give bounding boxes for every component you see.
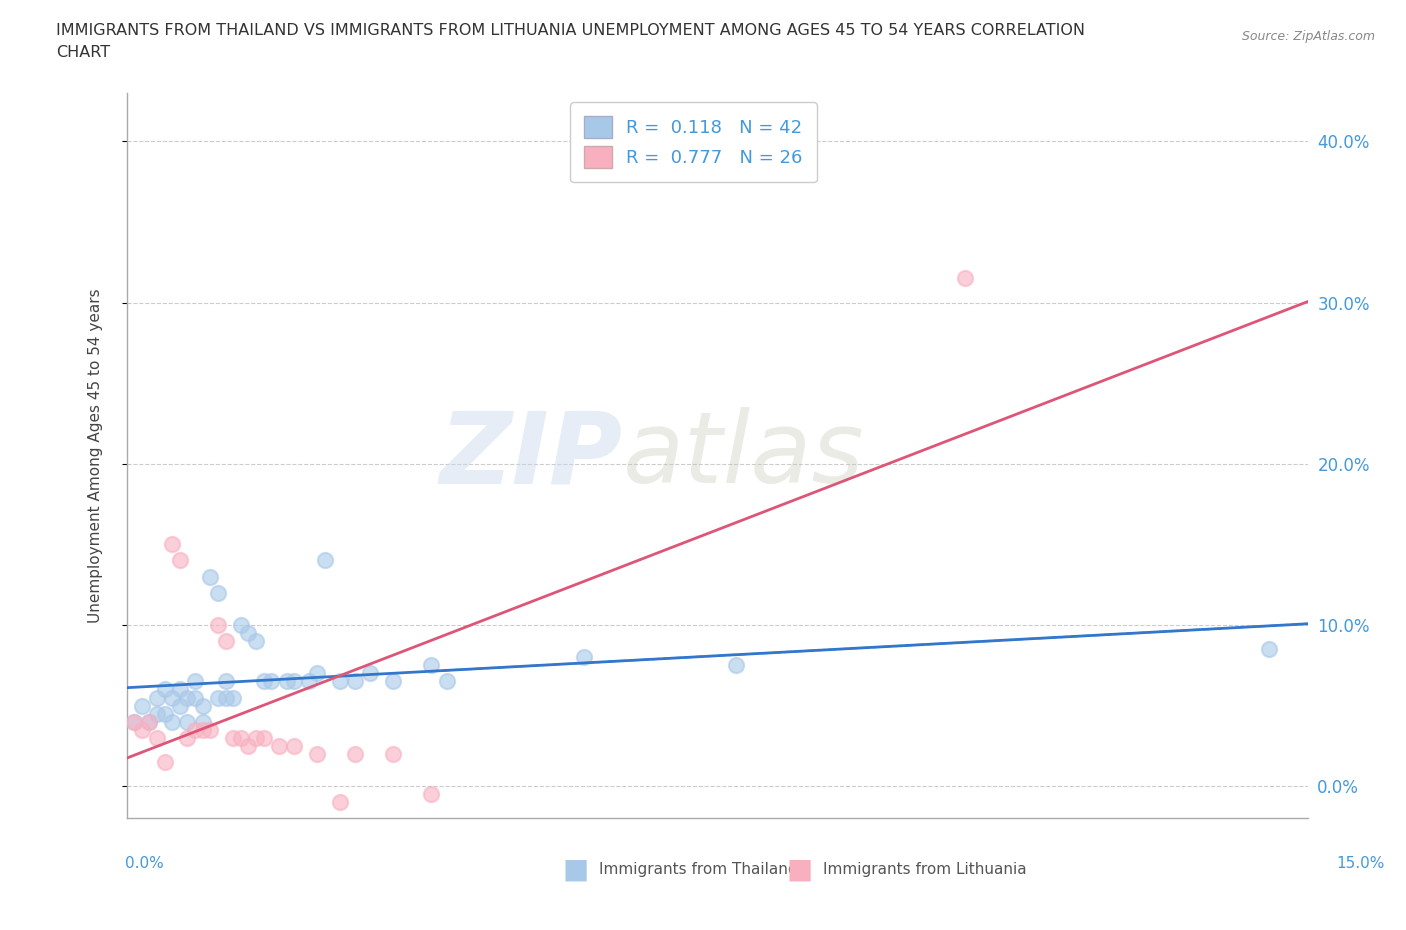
Point bbox=[953, 271, 976, 286]
Point bbox=[382, 674, 405, 689]
Text: ZIP: ZIP bbox=[440, 407, 623, 504]
Point bbox=[725, 658, 748, 672]
Point bbox=[382, 747, 405, 762]
Point bbox=[138, 714, 160, 729]
Point bbox=[305, 747, 328, 762]
Point bbox=[191, 723, 214, 737]
Point bbox=[283, 738, 305, 753]
Point bbox=[176, 714, 198, 729]
Point bbox=[169, 682, 191, 697]
Point bbox=[245, 730, 267, 745]
Point bbox=[153, 682, 176, 697]
Point bbox=[359, 666, 381, 681]
Point bbox=[153, 706, 176, 721]
Text: Source: ZipAtlas.com: Source: ZipAtlas.com bbox=[1241, 30, 1375, 43]
Point bbox=[1258, 642, 1281, 657]
Legend: R =  0.118   N = 42, R =  0.777   N = 26: R = 0.118 N = 42, R = 0.777 N = 26 bbox=[569, 102, 817, 182]
Text: Immigrants from Thailand: Immigrants from Thailand bbox=[599, 862, 797, 877]
Point bbox=[153, 754, 176, 769]
Y-axis label: Unemployment Among Ages 45 to 54 years: Unemployment Among Ages 45 to 54 years bbox=[89, 288, 103, 623]
Point bbox=[253, 674, 276, 689]
Point bbox=[283, 674, 305, 689]
Point bbox=[146, 730, 169, 745]
Text: Immigrants from Lithuania: Immigrants from Lithuania bbox=[824, 862, 1026, 877]
Point bbox=[169, 698, 191, 713]
Point bbox=[329, 795, 352, 810]
Point bbox=[200, 723, 222, 737]
Point bbox=[260, 674, 283, 689]
Text: IMMIGRANTS FROM THAILAND VS IMMIGRANTS FROM LITHUANIA UNEMPLOYMENT AMONG AGES 45: IMMIGRANTS FROM THAILAND VS IMMIGRANTS F… bbox=[56, 23, 1085, 38]
Point bbox=[214, 674, 236, 689]
Text: 0.0%: 0.0% bbox=[125, 857, 165, 871]
Point bbox=[200, 569, 222, 584]
Text: 15.0%: 15.0% bbox=[1336, 857, 1385, 871]
Point bbox=[420, 787, 443, 802]
Point bbox=[222, 730, 245, 745]
Point bbox=[207, 618, 229, 632]
Point bbox=[245, 633, 267, 648]
Point bbox=[176, 730, 198, 745]
Point bbox=[314, 553, 336, 568]
Point bbox=[162, 714, 184, 729]
Text: CHART: CHART bbox=[56, 45, 110, 60]
Point bbox=[191, 714, 214, 729]
Text: ■: ■ bbox=[786, 856, 813, 884]
Point bbox=[184, 674, 207, 689]
Text: ■: ■ bbox=[562, 856, 589, 884]
Point bbox=[131, 698, 153, 713]
Point bbox=[176, 690, 198, 705]
Point bbox=[184, 723, 207, 737]
Point bbox=[298, 674, 321, 689]
Text: atlas: atlas bbox=[623, 407, 865, 504]
Point bbox=[184, 690, 207, 705]
Point bbox=[222, 690, 245, 705]
Point bbox=[122, 714, 145, 729]
Point bbox=[253, 730, 276, 745]
Point bbox=[207, 585, 229, 600]
Point bbox=[138, 714, 160, 729]
Point bbox=[238, 738, 260, 753]
Point bbox=[146, 706, 169, 721]
Point bbox=[162, 690, 184, 705]
Point bbox=[420, 658, 443, 672]
Point bbox=[229, 618, 252, 632]
Point bbox=[191, 698, 214, 713]
Point bbox=[572, 650, 595, 665]
Point bbox=[344, 674, 367, 689]
Point bbox=[162, 537, 184, 551]
Point bbox=[229, 730, 252, 745]
Point bbox=[214, 633, 236, 648]
Point bbox=[207, 690, 229, 705]
Point bbox=[267, 738, 290, 753]
Point bbox=[169, 553, 191, 568]
Point bbox=[238, 626, 260, 641]
Point bbox=[276, 674, 298, 689]
Point bbox=[146, 690, 169, 705]
Point bbox=[436, 674, 458, 689]
Point bbox=[131, 723, 153, 737]
Point bbox=[344, 747, 367, 762]
Point bbox=[122, 714, 145, 729]
Point bbox=[305, 666, 328, 681]
Point bbox=[214, 690, 236, 705]
Point bbox=[329, 674, 352, 689]
